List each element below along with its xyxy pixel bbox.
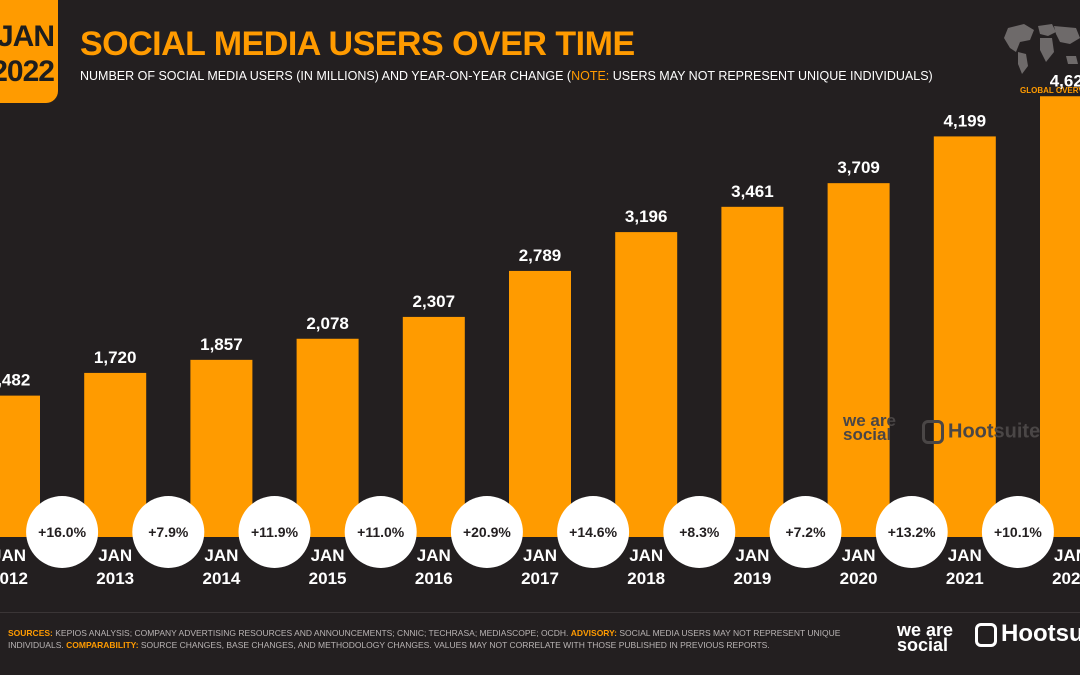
yoy-change-label: +7.9%	[148, 524, 189, 540]
yoy-change-label: +16.0%	[38, 524, 86, 540]
x-tick-year: 2012	[0, 569, 28, 588]
x-tick-month: JAN	[948, 546, 982, 565]
world-map-icon	[1004, 24, 1080, 74]
yoy-change-bubble	[663, 496, 736, 568]
bar-2016	[402, 316, 465, 537]
x-tick-month: JAN	[0, 546, 26, 565]
x-tick-year: 2016	[415, 569, 453, 588]
bar-2020	[827, 183, 890, 537]
bar-value-label: 1,857	[200, 335, 243, 354]
hootsuite-watermark-text: Hootsuite	[948, 420, 1041, 443]
bar-value-label: 3,461	[731, 182, 774, 201]
bar-value-label: 3,709	[837, 158, 880, 177]
bar-value-label: 3,196	[625, 207, 668, 226]
sources-key: SOURCES:	[8, 628, 53, 638]
subtitle-note-key: NOTE:	[571, 69, 610, 83]
yoy-change-label: +13.2%	[888, 524, 936, 540]
global-overview-label: GLOBAL OVERVIEW	[1020, 86, 1080, 95]
wearesocial-watermark: we are social	[843, 411, 896, 444]
x-tick-month: JAN	[1054, 546, 1080, 565]
x-tick-year: 2022	[1052, 569, 1080, 588]
x-tick-year: 2019	[733, 569, 771, 588]
x-tick-year: 2014	[202, 569, 240, 588]
bar-value-label: 4,620	[1050, 71, 1080, 90]
comparability-text: SOURCE CHANGES, BASE CHANGES, AND METHOD…	[138, 640, 770, 650]
yoy-change-bubble	[981, 496, 1054, 568]
global-overview-section-marker: GLOBAL OVERVIEW	[990, 18, 1080, 108]
page-title: SOCIAL MEDIA USERS OVER TIME	[80, 25, 635, 63]
yoy-change-bubble	[238, 496, 311, 568]
subtitle-text: NUMBER OF SOCIAL MEDIA USERS (IN MILLION…	[80, 69, 572, 83]
x-tick-year: 2013	[96, 569, 134, 588]
x-tick-month: JAN	[204, 546, 238, 565]
yoy-change-label: +8.3%	[679, 524, 720, 540]
bar-value-label: 2,307	[413, 292, 456, 311]
x-tick-year: 2015	[309, 569, 347, 588]
yoy-change-bubble	[344, 496, 417, 568]
wearesocial-logo: we are social	[897, 620, 954, 655]
bar-2019	[721, 206, 784, 537]
bar-2021	[933, 136, 996, 537]
yoy-change-bubble	[450, 496, 523, 568]
yoy-change-bubble	[875, 496, 948, 568]
bar-2017	[509, 270, 571, 537]
owl-icon	[922, 420, 944, 444]
badge-year: 2022	[0, 55, 55, 88]
bar-value-label: 1,720	[94, 348, 137, 367]
date-badge: JAN 2022	[0, 0, 58, 103]
bar-value-label: 1,482	[0, 371, 30, 390]
bar-value-label: 2,789	[519, 246, 562, 265]
advisory-key: ADVISORY:	[570, 628, 617, 638]
bar-2018	[615, 232, 678, 537]
owl-icon	[975, 622, 997, 647]
advisory-text: SOCIAL MEDIA USERS MAY NOT REPRESENT UNI…	[8, 628, 841, 650]
comparability-key: COMPARABILITY:	[66, 640, 139, 650]
x-tick-year: 2017	[521, 569, 559, 588]
hootsuite-watermark: Hootsuite	[922, 420, 1040, 444]
sources-text: KEPIOS ANALYSIS; COMPANY ADVERTISING RES…	[52, 628, 569, 638]
yoy-change-bubble	[132, 496, 205, 568]
yoy-change-label: +20.9%	[463, 524, 511, 540]
bar-2022	[1040, 96, 1080, 537]
bar-2014	[190, 359, 253, 537]
bar-value-label: 2,078	[306, 314, 349, 333]
yoy-change-label: +14.6%	[569, 524, 617, 540]
yoy-change-bubble	[26, 496, 99, 568]
x-tick-month: JAN	[98, 546, 132, 565]
x-tick-month: JAN	[311, 546, 345, 565]
footer-divider	[0, 612, 1080, 613]
x-tick-month: JAN	[842, 546, 876, 565]
x-tick-year: 2020	[840, 569, 878, 588]
x-tick-month: JAN	[629, 546, 663, 565]
yoy-change-label: +10.1%	[994, 524, 1042, 540]
x-tick-month: JAN	[523, 546, 557, 565]
x-tick-month: JAN	[417, 546, 451, 565]
yoy-change-label: +11.0%	[357, 524, 405, 540]
yoy-change-label: +7.2%	[785, 524, 826, 540]
x-tick-month: JAN	[735, 546, 769, 565]
bar-2015	[296, 338, 359, 537]
x-tick-year: 2018	[627, 569, 665, 588]
bar-2013	[84, 372, 147, 537]
footer-notes: SOURCES: KEPIOS ANALYSIS; COMPANY ADVERT…	[8, 627, 868, 651]
x-tick-year: 2021	[946, 569, 984, 588]
hootsuite-logo: Hootsuite	[975, 620, 1080, 648]
page-subtitle: NUMBER OF SOCIAL MEDIA USERS (IN MILLION…	[80, 68, 933, 84]
bar-chart: 1,482 JAN 2012 1,720 JAN 2013 1,857 JAN 2014 2,07…	[0, 71, 1080, 588]
badge-month: JAN	[0, 20, 55, 53]
yoy-change-bubble	[769, 496, 842, 568]
subtitle-note: USERS MAY NOT REPRESENT UNIQUE INDIVIDUA…	[609, 69, 933, 83]
bar-value-label: 4,199	[944, 111, 987, 130]
hootsuite-logo-text: Hootsuite	[1001, 620, 1080, 647]
yoy-change-bubble	[557, 496, 630, 568]
yoy-change-label: +11.9%	[251, 524, 299, 540]
